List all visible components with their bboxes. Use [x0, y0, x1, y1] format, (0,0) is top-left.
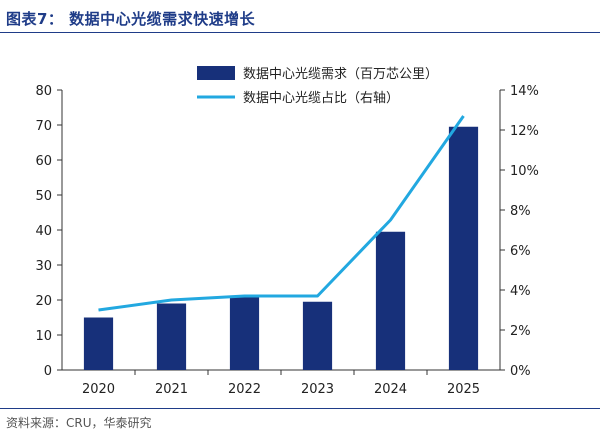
- right-y-tick-label: 2%: [510, 324, 531, 339]
- x-tick-label: 2020: [82, 382, 115, 397]
- left-y-tick-label: 80: [35, 84, 52, 99]
- x-tick-label: 2021: [155, 382, 188, 397]
- share-line: [98, 115, 465, 312]
- bar-2025: [448, 126, 479, 370]
- right-y-tick-label: 10%: [510, 164, 539, 179]
- right-y-tick-label: 6%: [510, 244, 531, 259]
- source-divider: [0, 408, 600, 409]
- bar-2023: [302, 301, 333, 370]
- left-y-tick-label: 20: [35, 294, 52, 309]
- right-y-tick-label: 12%: [510, 124, 539, 139]
- legend: 数据中心光缆需求（百万芯公里） 数据中心光缆占比（右轴）: [197, 66, 438, 106]
- bar-2024: [375, 231, 406, 370]
- bar-2022: [229, 296, 260, 370]
- left-y-tick-label: 40: [35, 224, 52, 239]
- left-y-tick-label: 60: [35, 154, 52, 169]
- tick-labels-group: 0 10 20 30 40 50 60 70 80 0% 2% 4% 6% 8% 10% 12% 14% 2020…: [35, 84, 538, 397]
- left-y-tick-label: 0: [44, 364, 52, 379]
- legend-line-label: 数据中心光缆占比（右轴）: [243, 90, 399, 106]
- right-y-tick-label: 0%: [510, 364, 531, 379]
- right-y-tick-label: 14%: [510, 84, 539, 99]
- x-tick-label: 2024: [374, 382, 407, 397]
- left-y-tick-label: 30: [35, 259, 52, 274]
- bar-2021: [156, 303, 187, 370]
- line-series-group: [98, 115, 465, 312]
- right-y-tick-label: 8%: [510, 204, 531, 219]
- x-tick-label: 2022: [228, 382, 261, 397]
- chart-title: 图表7： 数据中心光缆需求快速增长: [6, 10, 256, 28]
- legend-bar-swatch: [197, 66, 235, 80]
- x-tick-label: 2025: [447, 382, 480, 397]
- left-y-tick-label: 10: [35, 329, 52, 344]
- legend-bar-label: 数据中心光缆需求（百万芯公里）: [243, 66, 438, 82]
- source-note: 资料来源：CRU，华泰研究: [6, 416, 152, 430]
- right-y-tick-label: 4%: [510, 284, 531, 299]
- x-tick-label: 2023: [301, 382, 334, 397]
- bar-2020: [83, 317, 114, 370]
- left-y-tick-label: 70: [35, 119, 52, 134]
- bar-series-group: [83, 126, 479, 370]
- title-divider: [0, 32, 600, 33]
- left-y-tick-label: 50: [35, 189, 52, 204]
- axes-group: [57, 89, 505, 375]
